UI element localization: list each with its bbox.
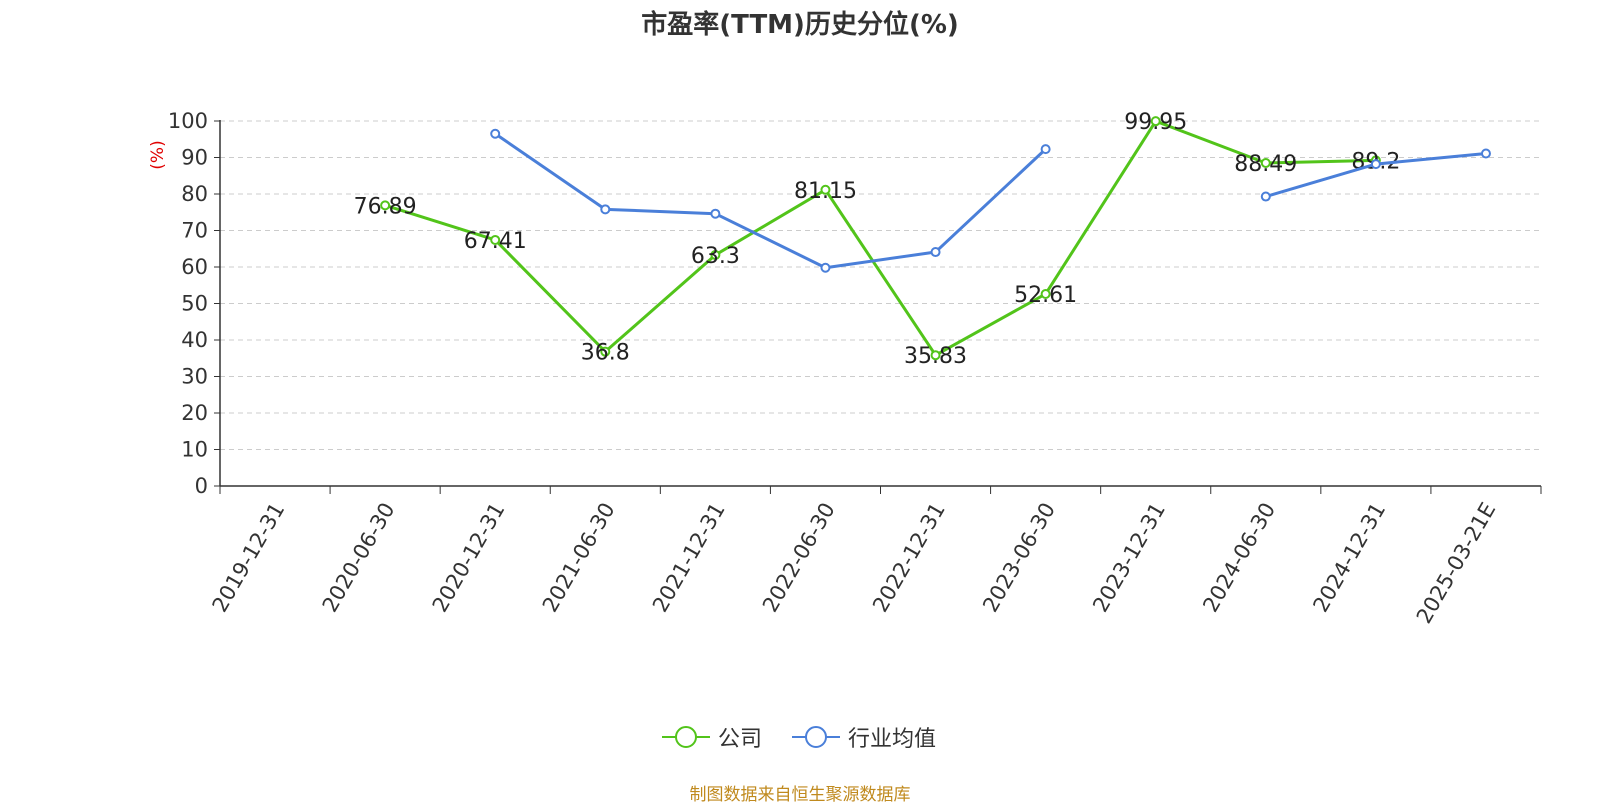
data-point: [1040, 144, 1051, 155]
x-tick-label: 2021-12-31: [648, 499, 730, 617]
data-label: 36.8: [581, 341, 630, 366]
y-tick-label: 60: [181, 255, 208, 279]
y-tick-label: 40: [181, 328, 208, 352]
legend-industry-marker-icon: [792, 723, 840, 751]
data-label: 67.41: [464, 229, 527, 254]
y-tick-label: 100: [168, 109, 208, 133]
legend-item-industry-average[interactable]: 行业均值: [792, 722, 936, 752]
data-point: [1150, 116, 1161, 127]
data-point: [820, 184, 831, 195]
y-axis-label: (%): [148, 140, 168, 169]
y-tick-label: 90: [181, 146, 208, 170]
series-1: [490, 128, 1491, 273]
data-point: [490, 234, 501, 245]
data-point: [710, 208, 721, 219]
x-tick-label: 2023-12-31: [1088, 499, 1170, 617]
legend-company-marker-icon: [662, 723, 710, 751]
data-point: [710, 249, 721, 260]
data-label: 52.61: [1014, 283, 1077, 308]
x-tick-label: 2024-06-30: [1198, 499, 1280, 617]
x-tick-label: 2023-06-30: [978, 499, 1060, 617]
data-point: [380, 200, 391, 211]
legend-company-label: 公司: [718, 727, 763, 752]
x-tick-label: 2021-06-30: [538, 499, 620, 617]
chart-title: 市盈率(TTM)历史分位(%): [641, 10, 959, 40]
data-label: 88.49: [1234, 152, 1297, 177]
data-point: [1370, 159, 1381, 170]
data-label: 76.89: [354, 194, 417, 219]
x-tick-label: 2022-12-31: [868, 499, 950, 617]
data-label: 63.3: [691, 244, 740, 269]
data-point: [1040, 288, 1051, 299]
x-tick-label: 2019-12-31: [208, 499, 290, 617]
data-label: 35.83: [904, 344, 967, 369]
x-tick-label: 2025-03-21E: [1412, 499, 1500, 628]
y-tick-label: 20: [181, 401, 208, 425]
x-tick-label: 2020-06-30: [318, 499, 400, 617]
x-tick-label: 2022-06-30: [758, 499, 840, 617]
data-label: 81.15: [794, 179, 857, 204]
y-tick-label: 50: [181, 292, 208, 316]
y-tick-label: 80: [181, 182, 208, 206]
legend: 公司 行业均值: [0, 722, 1600, 752]
data-point: [930, 247, 941, 258]
legend-industry-label: 行业均值: [848, 727, 937, 752]
data-point: [930, 350, 941, 361]
data-point: [1480, 148, 1491, 159]
source-note: 制图数据来自恒生聚源数据库: [689, 785, 911, 805]
legend-item-company[interactable]: 公司: [662, 722, 762, 752]
data-point: [820, 262, 831, 273]
y-tick-label: 10: [181, 438, 208, 462]
data-label: 99.95: [1124, 110, 1187, 135]
y-tick-label: 30: [181, 365, 208, 389]
data-point: [600, 204, 611, 215]
data-point: [490, 128, 501, 139]
y-tick-label: 70: [181, 219, 208, 243]
data-point: [600, 346, 611, 357]
series-line: [494, 132, 1047, 270]
series-line: [384, 119, 1376, 357]
series-0: 76.89 67.41 36.8 63.3 81.15 35.83 52.61 99.95 88…: [354, 110, 1401, 369]
x-tick-label: 2024-12-31: [1308, 499, 1390, 617]
data-point: [1260, 191, 1271, 202]
x-tick-label: 2020-12-31: [428, 499, 510, 617]
data-point: [1260, 158, 1271, 169]
y-tick-label: 0: [195, 474, 208, 498]
